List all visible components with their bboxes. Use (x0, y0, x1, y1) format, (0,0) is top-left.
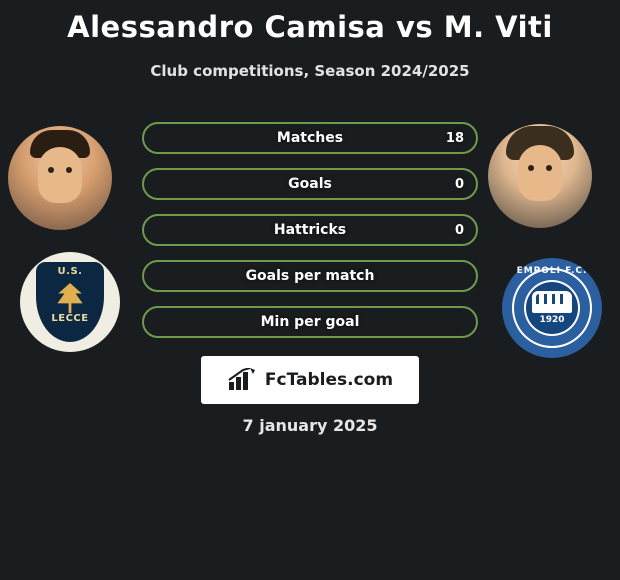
stat-row-goals: Goals 0 (142, 168, 478, 200)
watermark-text: FcTables.com (265, 370, 393, 390)
stat-right-value: 18 (446, 131, 464, 146)
stat-row-matches: Matches 18 (142, 122, 478, 154)
stat-label: Min per goal (261, 314, 360, 330)
stat-label: Goals (288, 176, 332, 192)
watermark: FcTables.com (201, 356, 419, 404)
stat-row-min-per-goal: Min per goal (142, 306, 478, 338)
stat-label: Matches (277, 130, 343, 146)
stat-right-value: 0 (455, 177, 464, 192)
stat-row-goals-per-match: Goals per match (142, 260, 478, 292)
page-title: Alessandro Camisa vs M. Viti (0, 0, 620, 44)
player-left-avatar (8, 126, 112, 230)
club-left-crest: U.S. LECCE (20, 252, 120, 352)
tree-icon (56, 283, 84, 313)
club-left-text-bottom: LECCE (51, 313, 88, 324)
stat-row-hattricks: Hattricks 0 (142, 214, 478, 246)
player-right-avatar (488, 124, 592, 228)
club-right-ring-text: EMPOLI F.C. (502, 266, 602, 276)
club-left-text-top: U.S. (58, 266, 83, 277)
club-right-year: 1920 (539, 315, 564, 325)
bar-chart-icon (227, 368, 259, 392)
club-right-crest: EMPOLI F.C. 1920 (502, 258, 602, 358)
stat-right-value: 0 (455, 223, 464, 238)
date-text: 7 january 2025 (0, 416, 620, 435)
stats-column: Matches 18 Goals 0 Hattricks 0 Goals per… (142, 122, 478, 338)
stat-label: Goals per match (246, 268, 375, 284)
stat-label: Hattricks (274, 222, 346, 238)
subtitle: Club competitions, Season 2024/2025 (0, 62, 620, 80)
building-icon (532, 291, 572, 313)
